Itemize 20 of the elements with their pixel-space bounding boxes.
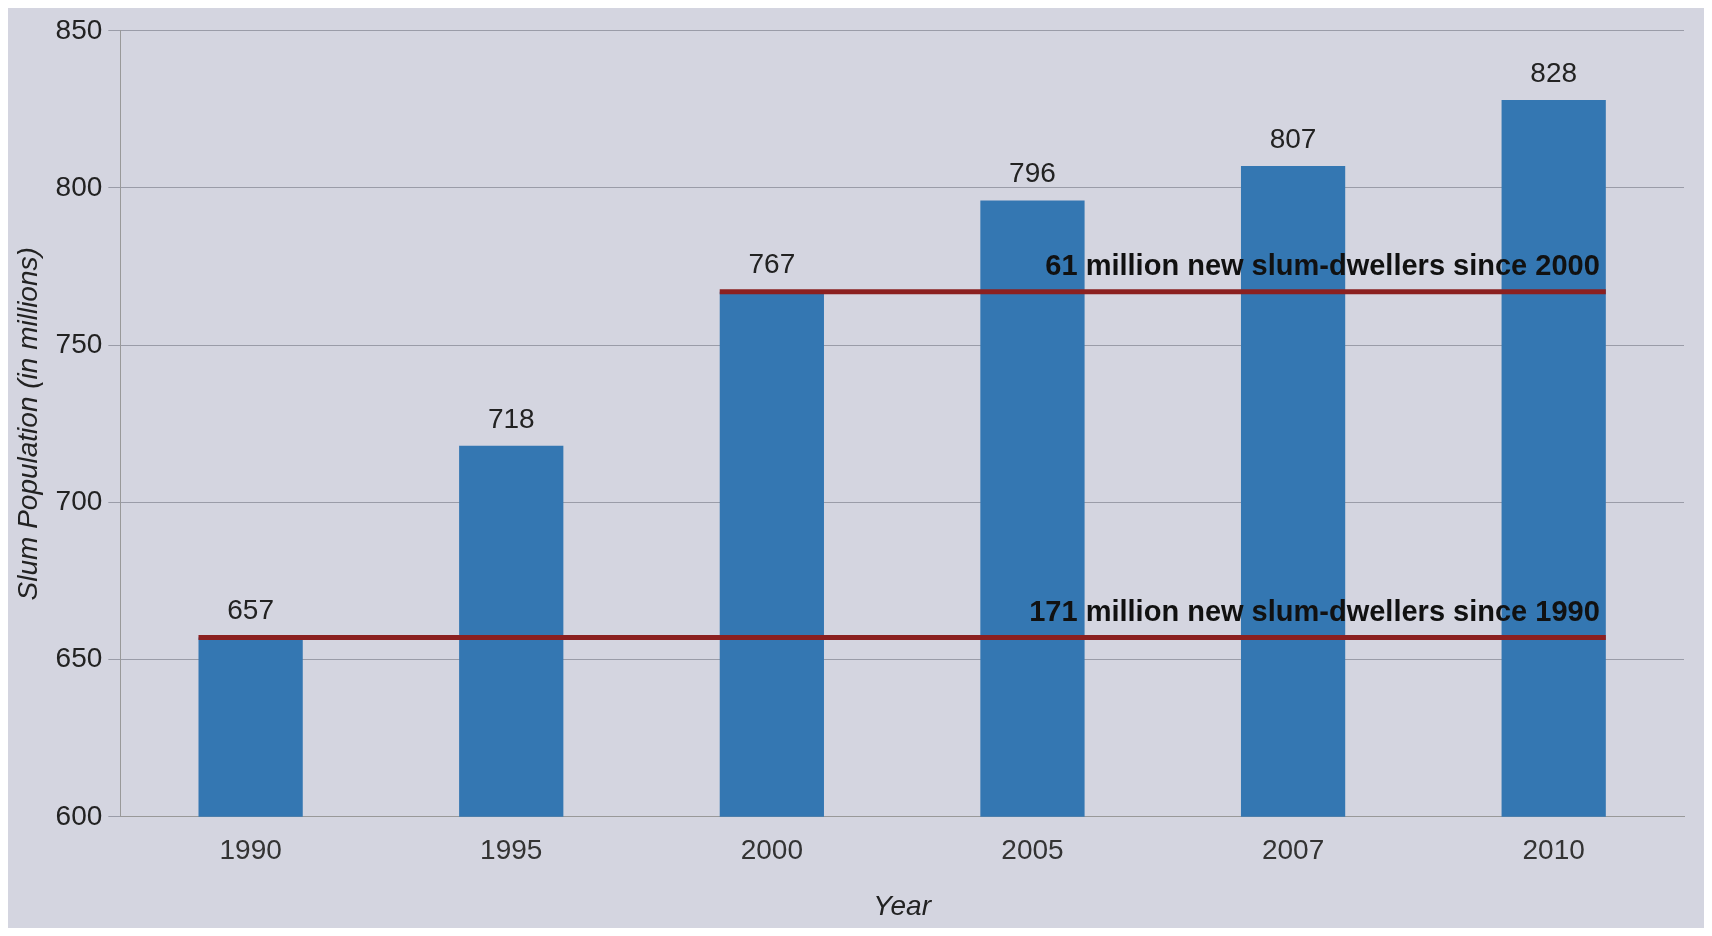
x-axis-title: Year <box>873 890 933 921</box>
x-tick-label: 2005 <box>1001 834 1064 866</box>
data-label: 796 <box>1009 157 1056 189</box>
data-label: 718 <box>487 402 535 434</box>
y-tick-label: 800 <box>55 170 103 202</box>
data-label: 807 <box>1269 122 1317 154</box>
y-axis-title: Slum Population (in millions) <box>11 247 43 601</box>
x-tick-label: 1990 <box>219 834 282 866</box>
x-tick-label: 2010 <box>1522 834 1585 866</box>
x-tick-label: 2000 <box>740 834 803 866</box>
y-tick-label: 750 <box>55 327 103 359</box>
data-label: 828 <box>1530 56 1578 88</box>
x-tick-label: 2007 <box>1261 834 1325 866</box>
x-tick-label: 1995 <box>480 834 543 866</box>
data-label: 657 <box>227 594 274 626</box>
y-tick-label: 650 <box>55 642 103 674</box>
y-tick-label: 850 <box>55 13 103 45</box>
data-label: 767 <box>748 248 796 280</box>
y-tick-label: 700 <box>55 485 103 517</box>
y-tick-label: 600 <box>55 799 103 831</box>
